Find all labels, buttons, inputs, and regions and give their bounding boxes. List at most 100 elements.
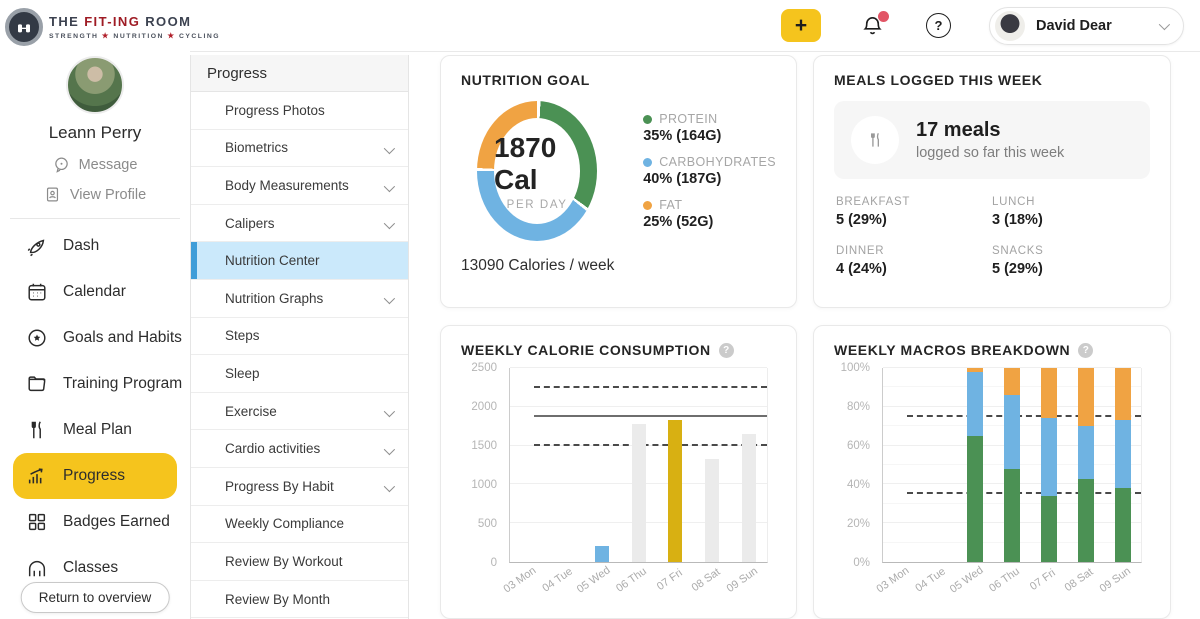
bar-segment-carbohydrates — [1114, 420, 1131, 489]
reference-line — [534, 385, 767, 388]
submenu-item-exercise[interactable]: Exercise — [191, 393, 408, 431]
chevron-down-icon — [383, 218, 396, 230]
y-tick-label: 100% — [840, 362, 870, 374]
top-header: + ? David Dear — [190, 0, 1200, 52]
y-tick-label: 40% — [846, 479, 870, 491]
nav-label: Dash — [63, 237, 100, 254]
progress-submenu: Progress Progress Photos Biometrics Body… — [190, 55, 409, 619]
sidebar-item-training-program[interactable]: Training Program — [0, 361, 190, 407]
card-title: MEALS LOGGED THIS WEEK — [834, 72, 1043, 88]
sidebar-item-progress[interactable]: Progress — [13, 453, 177, 499]
submenu-item-biometrics[interactable]: Biometrics — [191, 130, 408, 168]
add-button[interactable]: + — [781, 9, 821, 42]
user-avatar — [995, 10, 1025, 41]
x-tick-label: 08 Sat — [689, 565, 722, 595]
chat-icon — [54, 157, 68, 173]
help-button[interactable]: ? — [926, 13, 951, 38]
brand-logo[interactable]: THE FIT-ING ROOM STRENGTH ★ NUTRITION ★ … — [0, 0, 219, 46]
bell-icon — [863, 17, 882, 35]
info-icon[interactable]: ? — [718, 342, 734, 358]
notifications-button[interactable] — [861, 11, 889, 37]
bar-segment-fat — [1114, 368, 1131, 421]
bar — [741, 433, 756, 562]
y-tick-label: 80% — [846, 401, 870, 413]
sidebar-item-classes[interactable]: Classes — [0, 545, 190, 591]
submenu-item-nutrition-graphs[interactable]: Nutrition Graphs — [191, 280, 408, 318]
reference-line — [534, 414, 767, 417]
bar-segment-protein — [1077, 478, 1094, 562]
sidebar-item-calendar[interactable]: Calendar — [0, 269, 190, 315]
x-tick-label: 05 Wed — [947, 564, 986, 596]
chevron-down-icon — [383, 142, 396, 155]
card-title: WEEKLY MACROS BREAKDOWN — [834, 342, 1071, 358]
weekly-calories-total: 13090 Calories / week — [461, 257, 615, 274]
id-card-icon — [46, 187, 58, 202]
nav-label: Meal Plan — [63, 421, 132, 438]
carbs-dot-icon — [643, 157, 653, 167]
x-tick-label: 04 Tue — [539, 565, 575, 595]
submenu-item-progress-by-habit[interactable]: Progress By Habit — [191, 468, 408, 506]
sidebar-item-meal-plan[interactable]: Meal Plan — [0, 407, 190, 453]
x-tick-label: 04 Tue — [913, 565, 948, 595]
calorie-goal-label: PER DAY — [506, 198, 568, 211]
submenu-item-calipers[interactable]: Calipers — [191, 205, 408, 243]
sidebar-item-dash[interactable]: Dash — [0, 223, 190, 269]
bar-segment-fat — [1077, 368, 1094, 427]
sidebar-item-goals-habits[interactable]: Goals and Habits — [0, 315, 190, 361]
legend-item-carbohydrates: CARBOHYDRATES 40% (187G) — [643, 155, 776, 187]
utensils-icon — [31, 421, 41, 439]
message-link[interactable]: Message — [0, 156, 190, 173]
x-tick-label: 07 Fri — [1027, 567, 1058, 593]
bar-segment-protein — [1004, 468, 1020, 562]
calorie-bar-chart: 0 500 1000 1500 2000 2500 03 Mon 04 Tue 05 Wed 0… — [461, 362, 776, 598]
view-profile-link[interactable]: View Profile — [0, 186, 190, 203]
client-avatar[interactable] — [66, 56, 124, 114]
calorie-goal-value: 1870 Cal — [494, 131, 557, 195]
client-name: Leann Perry — [48, 123, 142, 142]
view-profile-label: View Profile — [69, 186, 147, 203]
utensils-icon — [871, 132, 879, 147]
submenu-item-steps[interactable]: Steps — [191, 318, 408, 356]
brand-tagline: STRENGTH ★ NUTRITION ★ CYCLING — [49, 31, 221, 40]
submenu-item-sleep[interactable]: Sleep — [191, 355, 408, 393]
progress-chart-icon — [28, 468, 43, 484]
fat-dot-icon — [643, 200, 653, 210]
reference-line — [534, 443, 767, 446]
y-tick-label: 0 — [490, 557, 497, 569]
stacked-bar — [1040, 368, 1057, 562]
stacked-bar — [1077, 368, 1094, 562]
x-tick-label: 03 Mon — [500, 564, 538, 596]
notification-badge — [878, 11, 889, 22]
folder-icon — [28, 376, 46, 392]
submenu-title: Progress — [191, 55, 408, 92]
x-tick-label: 09 Sun — [724, 565, 760, 595]
protein-dot-icon — [643, 114, 653, 124]
user-menu[interactable]: David Dear — [989, 6, 1184, 45]
submenu-item-weekly-compliance[interactable]: Weekly Compliance — [191, 506, 408, 544]
bar — [594, 546, 609, 562]
submenu-item-progress-photos[interactable]: Progress Photos — [191, 92, 408, 130]
submenu-item-nutrition-center[interactable]: Nutrition Center — [191, 242, 408, 280]
macro-legend: PROTEIN 35% (164G) CARBOHYDRATES 40% (18… — [643, 112, 776, 230]
meals-icon-circle — [851, 116, 899, 164]
client-profile: Leann Perry Message View Profile — [0, 56, 190, 203]
x-tick-label: 07 Fri — [654, 567, 685, 593]
return-to-overview-button[interactable]: Return to overview — [20, 582, 170, 613]
submenu-item-cardio-activities[interactable]: Cardio activities — [191, 430, 408, 468]
bar-segment-protein — [1040, 496, 1057, 562]
bar-segment-protein — [1114, 488, 1131, 562]
submenu-item-body-measurements[interactable]: Body Measurements — [191, 167, 408, 205]
y-tick-label: 2000 — [471, 401, 497, 413]
info-icon[interactable]: ? — [1078, 342, 1094, 358]
calendar-icon — [28, 283, 46, 301]
y-tick-label: 500 — [477, 518, 497, 530]
stacked-bar — [967, 368, 984, 562]
chevron-down-icon — [383, 481, 396, 493]
submenu-item-review-by-workout[interactable]: Review By Workout — [191, 543, 408, 581]
nutrition-goal-card: NUTRITION GOAL 1870 Cal PER DAY PROTEIN … — [440, 55, 797, 308]
rocket-icon — [27, 239, 45, 257]
submenu-item-review-by-month[interactable]: Review By Month — [191, 581, 408, 619]
bar-segment-fat — [967, 368, 984, 372]
sidebar-item-badges-earned[interactable]: Badges Earned — [0, 499, 190, 545]
chevron-down-icon — [383, 180, 396, 192]
